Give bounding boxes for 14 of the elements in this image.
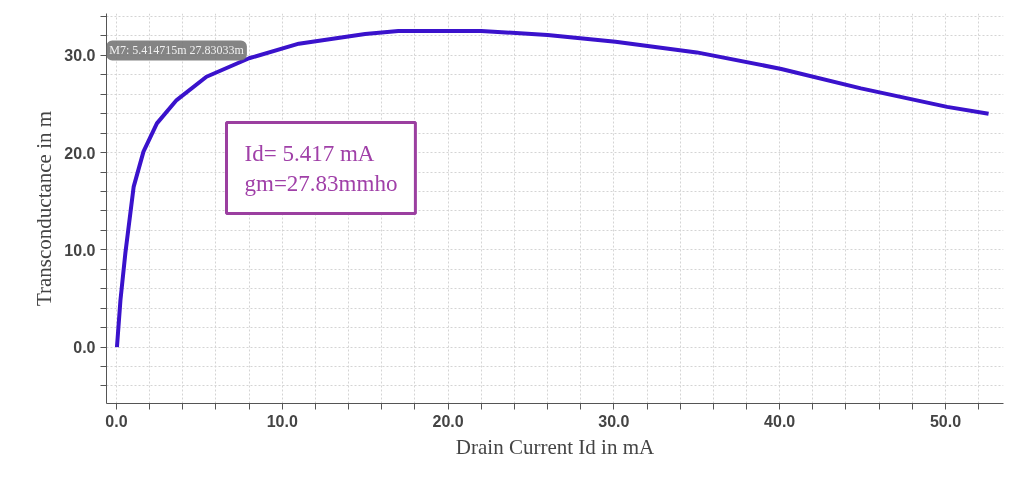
x-axis-title: Drain Current Id in mA [455,434,655,459]
y-tick-label: 10.0 [64,241,96,259]
y-tick-label: 20.0 [64,144,96,162]
y-tick-label: 30.0 [64,47,96,65]
x-tick-label: 50.0 [929,412,962,430]
annotation: M7: 5.414715m 27.83033m [109,43,245,58]
x-tick-label: 30.0 [598,412,630,430]
x-tick-label: 0.0 [105,412,128,430]
x-tick-label: 40.0 [764,412,796,430]
x-tick-label: 10.0 [266,412,298,430]
y-axis-title: Transconductance in m [32,110,57,307]
x-tick-label: 20.0 [432,412,464,430]
annotation: Id= 5.417 mA gm=27.83mmho [244,140,398,196]
y-tick-label: 0.0 [73,339,96,357]
